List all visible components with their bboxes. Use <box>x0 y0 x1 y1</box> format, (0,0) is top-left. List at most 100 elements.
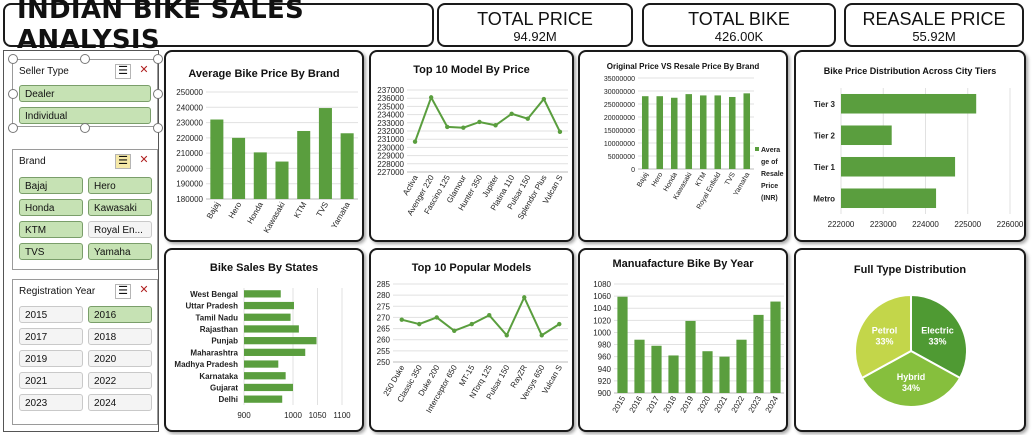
data-point <box>428 95 434 100</box>
slicer-item[interactable]: 2016 <box>88 306 152 323</box>
clear-filter-icon[interactable]: ✕ <box>139 64 149 76</box>
x-tick-label: 2019 <box>679 394 696 414</box>
kpi-resale-price: REASALE PRICE 55.92M <box>844 3 1024 47</box>
resize-handle[interactable] <box>153 54 163 64</box>
slicer-item[interactable]: KTM <box>19 221 83 238</box>
data-point <box>412 139 418 144</box>
slicer-item[interactable]: Bajaj <box>19 177 83 194</box>
x-tick-label: 1000 <box>284 411 302 420</box>
resize-handle[interactable] <box>8 54 18 64</box>
bar <box>244 290 281 298</box>
multi-select-icon[interactable]: ☰ <box>115 154 131 169</box>
x-tick-label: 223000 <box>870 220 897 229</box>
clear-filter-icon[interactable]: ✕ <box>139 284 149 296</box>
chart-title: Top 10 Model By Price <box>413 64 530 76</box>
bar <box>617 296 628 393</box>
orig-vs-resale-panel: Original Price VS Resale Price By Brand … <box>578 50 788 242</box>
sales-by-states-panel: Bike Sales By States 900 1000 1050 1100 West… <box>164 248 364 432</box>
slicer-item[interactable]: 2024 <box>88 394 152 411</box>
x-tick-label: 226000 <box>997 220 1024 229</box>
slicer-item[interactable]: 2023 <box>19 394 83 411</box>
x-tick-label: 2021 <box>713 394 730 414</box>
orig-vs-resale-chart: 0 5000000 10000000 15000000 20000000 25000000… <box>604 76 784 211</box>
slicer-item[interactable]: Dealer <box>19 85 151 102</box>
x-tick-label: Honda <box>245 200 265 225</box>
bar <box>753 314 764 393</box>
slicer-item[interactable]: 2015 <box>19 306 83 323</box>
pie-slice <box>910 293 968 380</box>
data-point <box>522 295 527 300</box>
y-tick-label: 227000 <box>377 168 404 177</box>
resize-handle[interactable] <box>153 89 163 99</box>
slicer-item[interactable]: 2020 <box>88 350 152 367</box>
bar <box>244 395 283 403</box>
y-tick-label: 255 <box>377 347 391 356</box>
y-tick-label: Maharashtra <box>190 348 238 357</box>
slicer-item[interactable]: Honda <box>19 199 83 216</box>
slicer-item[interactable]: 2021 <box>19 372 83 389</box>
bar <box>702 351 713 393</box>
chart-title: Manuafacture Bike By Year <box>612 258 754 270</box>
resize-handle[interactable] <box>80 54 90 64</box>
slicer-item[interactable]: Yamaha <box>88 243 152 260</box>
y-tick-label: 275 <box>377 302 391 311</box>
bar <box>668 355 679 393</box>
bar <box>275 161 289 199</box>
slicer-item[interactable]: Hero <box>88 177 152 194</box>
y-tick-label: 235000 <box>377 102 404 111</box>
kpi-label: TOTAL BIKE <box>688 9 790 29</box>
y-tick-label: 231000 <box>377 135 404 144</box>
y-tick-label: Karnataka <box>199 372 238 381</box>
bar <box>244 383 293 392</box>
data-point <box>493 123 498 128</box>
y-tick-label: Delhi <box>218 395 238 404</box>
data-point <box>557 129 563 135</box>
price-dist-tiers-panel: Bike Price Distribution Across City Tier… <box>794 50 1026 242</box>
registration-year-slicer[interactable]: Registration Year ☰ ✕ 2015 2016 2017 2018 2019… <box>12 279 158 425</box>
y-tick-label: 280 <box>377 291 391 300</box>
slicer-item[interactable]: 2017 <box>19 328 83 345</box>
y-tick-label: 10000000 <box>604 141 635 148</box>
y-tick-label: 200000 <box>176 164 203 173</box>
slicer-item[interactable]: Royal En... <box>88 221 152 238</box>
bar <box>699 95 707 169</box>
kpi-total-bike: TOTAL BIKE 426.00K <box>642 3 836 47</box>
y-tick-label: 180000 <box>176 195 203 204</box>
slicer-item[interactable]: Kawasaki <box>88 199 152 216</box>
resize-handle[interactable] <box>8 123 18 133</box>
slicer-item[interactable]: 2018 <box>88 328 152 345</box>
y-tick-label: Tier 3 <box>814 100 836 109</box>
y-tick-label: 237000 <box>377 86 404 95</box>
bar <box>232 137 246 199</box>
brand-slicer[interactable]: Brand ☰ ✕ Bajaj Hero Honda Kawasaki KTM Royal E… <box>12 149 158 270</box>
top10-model-price-panel: Top 10 Model By Price 227000 228000 229000… <box>369 50 574 242</box>
y-tick-label: Gujarat <box>210 383 238 392</box>
bar <box>841 93 977 114</box>
multi-select-icon[interactable]: ☰ <box>115 64 131 79</box>
chart-title: Full Type Distribution <box>853 264 967 276</box>
pie-value-label: 33% <box>929 336 947 346</box>
data-point <box>434 315 439 320</box>
x-tick-label: 2022 <box>730 394 747 414</box>
resize-handle[interactable] <box>153 123 163 133</box>
slicer-item[interactable]: 2022 <box>88 372 152 389</box>
y-tick-label: 265 <box>377 325 391 334</box>
resize-handle[interactable] <box>8 89 18 99</box>
multi-select-icon[interactable]: ☰ <box>115 284 131 299</box>
bar <box>841 156 956 177</box>
slicer-item[interactable]: Individual <box>19 107 151 124</box>
data-point <box>477 119 482 125</box>
slicer-item[interactable]: 2019 <box>19 350 83 367</box>
seller-type-slicer[interactable]: Seller Type ☰ ✕ Dealer Individual <box>12 59 158 127</box>
slicer-item[interactable]: TVS <box>19 243 83 260</box>
bar <box>318 108 332 199</box>
y-tick-label: 236000 <box>377 94 404 103</box>
kpi-value: 94.92M <box>513 29 557 44</box>
x-tick-label: Yamaha <box>329 200 352 230</box>
clear-filter-icon[interactable]: ✕ <box>139 154 149 166</box>
data-point <box>509 111 514 116</box>
resize-handle[interactable] <box>80 123 90 133</box>
slicer-title: Registration Year <box>19 286 96 297</box>
